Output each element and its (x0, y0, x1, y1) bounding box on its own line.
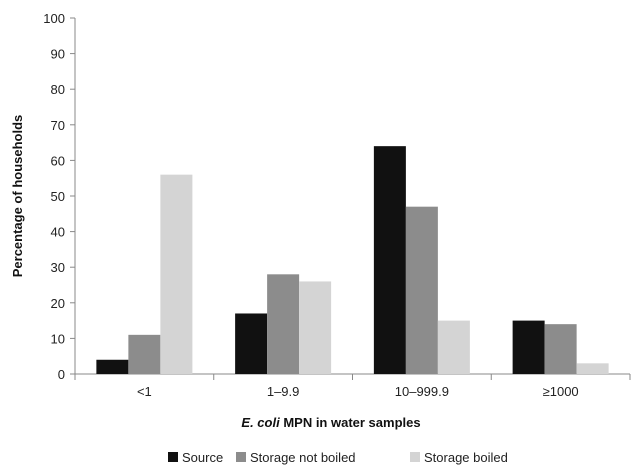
bar (576, 363, 609, 374)
x-tick-label: 10–999.9 (395, 384, 449, 399)
legend: Source Storage not boiled Storage boiled (168, 450, 508, 465)
bars (96, 146, 609, 374)
bar (299, 281, 332, 374)
legend-label: Storage boiled (424, 450, 508, 465)
bar (512, 320, 545, 374)
bar (544, 324, 577, 374)
y-tick-label: 40 (51, 225, 65, 240)
bar (128, 334, 161, 374)
y-tick-label: 20 (51, 296, 65, 311)
y-tick-label: 60 (51, 153, 65, 168)
y-tick-label: 80 (51, 82, 65, 97)
x-axis-title-italic: E. coli (241, 415, 280, 430)
legend-swatch (410, 452, 420, 462)
y-tick-label: 30 (51, 260, 65, 275)
y-tick-label: 50 (51, 189, 65, 204)
bar (373, 146, 406, 374)
x-axis-title: E. coli MPN in water samples (241, 415, 420, 430)
bar (405, 206, 438, 374)
bar (96, 359, 129, 374)
legend-label: Storage not boiled (250, 450, 356, 465)
x-tick-label: 1–9.9 (267, 384, 300, 399)
bar (437, 320, 470, 374)
y-tick-label: 10 (51, 331, 65, 346)
y-tick-label: 0 (58, 367, 65, 382)
y-axis-title: Percentage of households (10, 115, 25, 278)
legend-swatch (168, 452, 178, 462)
x-axis: <1 1–9.9 10–999.9 ≥1000 (74, 373, 631, 399)
legend-swatch (236, 452, 246, 462)
x-tick-label: ≥1000 (543, 384, 579, 399)
x-axis-title-rest: MPN in water samples (280, 415, 421, 430)
y-axis: 0 10 20 30 40 50 60 70 80 90 100 (43, 11, 76, 382)
y-tick-label: 70 (51, 118, 65, 133)
y-tick-label: 100 (43, 11, 65, 26)
x-tick-label: <1 (137, 384, 152, 399)
y-tick-label: 90 (51, 47, 65, 62)
bar (267, 274, 300, 374)
bar (235, 313, 268, 374)
bar (160, 174, 193, 374)
legend-label: Source (182, 450, 223, 465)
